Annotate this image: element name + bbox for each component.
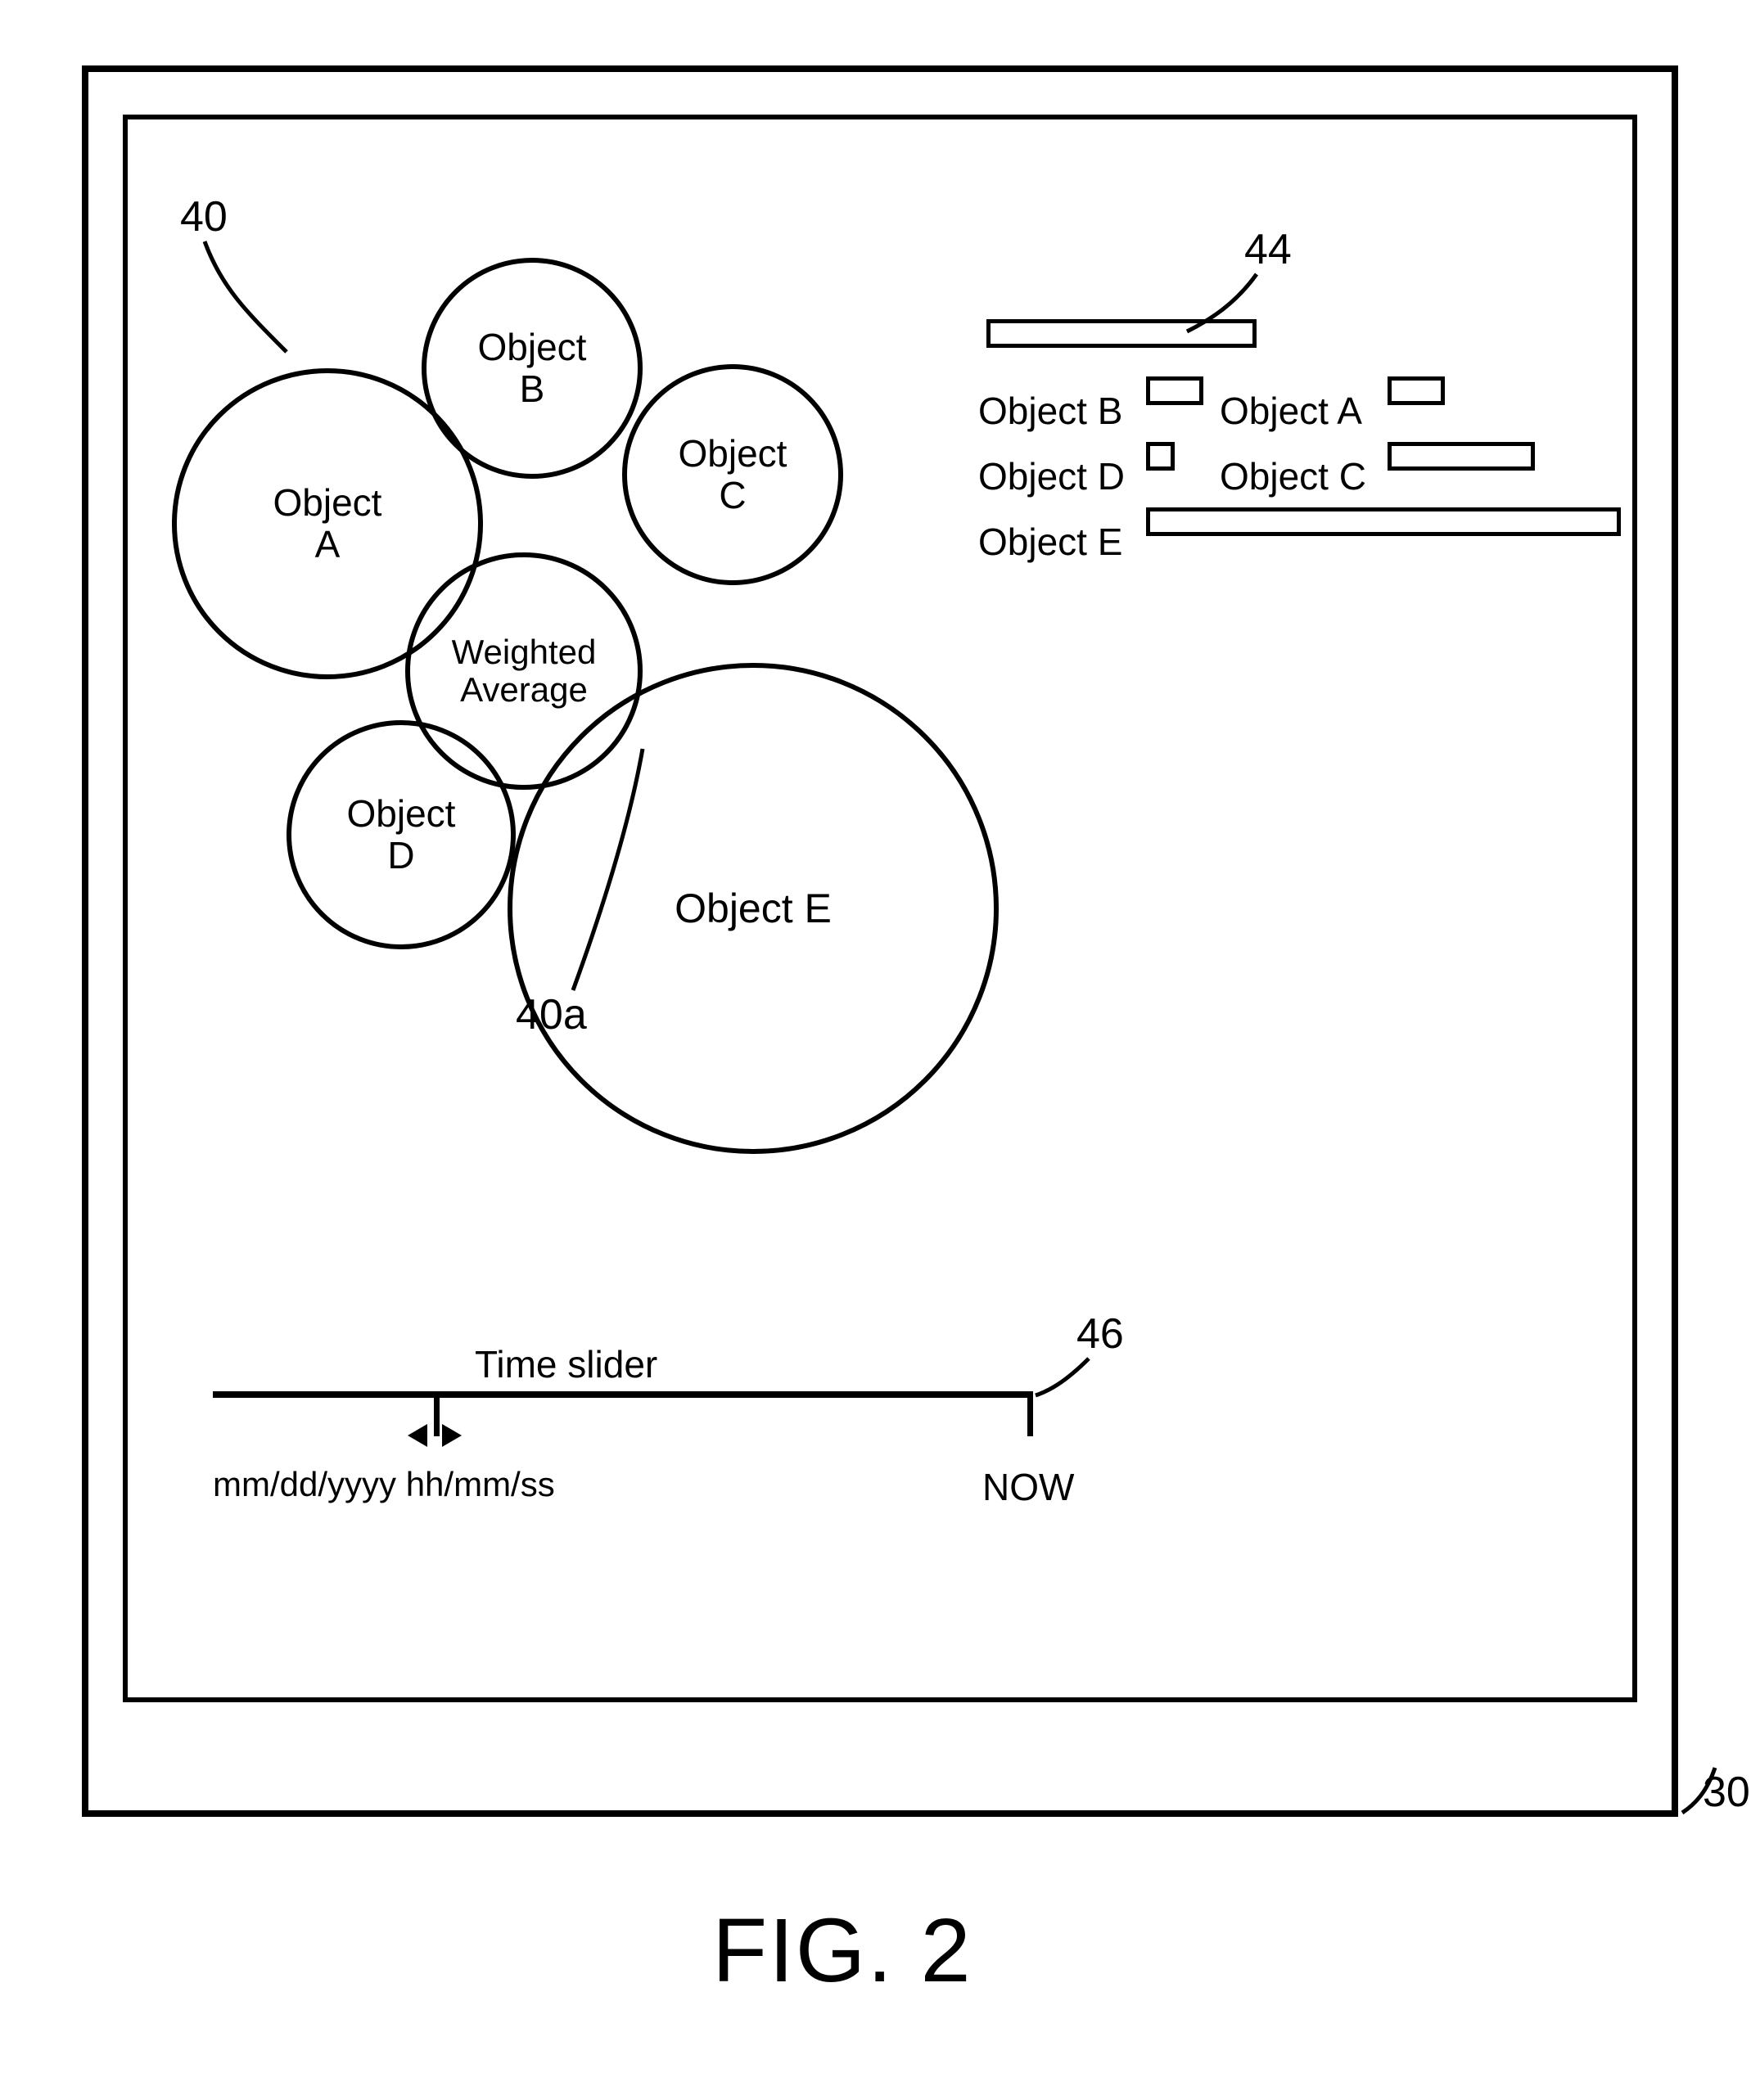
circle-object-c-label: Object C — [679, 433, 787, 516]
ref-46: 46 — [1076, 1309, 1124, 1359]
circle-object-d: Object D — [287, 720, 516, 949]
circle-object-c: Object C — [622, 364, 843, 585]
ref-30: 30 — [1703, 1768, 1750, 1817]
ref-40: 40 — [180, 192, 228, 241]
bar-label-a: Object A — [1220, 389, 1362, 433]
circle-object-e: Object E — [508, 663, 999, 1154]
circle-object-a-label: Object A — [273, 482, 382, 565]
bar-label-d: Object D — [978, 454, 1125, 498]
bar-label-e: Object E — [978, 520, 1122, 564]
ref-40a: 40a — [516, 990, 587, 1039]
ref-44: 44 — [1244, 225, 1292, 274]
circle-object-b: Object B — [422, 258, 643, 479]
bar-b — [1146, 376, 1203, 405]
figure-label: FIG. 2 — [712, 1899, 973, 2003]
slider-arrow-right-icon — [442, 1424, 462, 1447]
bar-label-b: Object B — [978, 389, 1122, 433]
slider-end-label: NOW — [982, 1465, 1074, 1509]
page: Object A Object B Object C Weighted Aver… — [0, 0, 1760, 2100]
slider-tick-end[interactable] — [1027, 1391, 1033, 1436]
circle-weighted-average-label: Weighted Average — [452, 633, 597, 709]
slider-track[interactable] — [213, 1391, 1031, 1398]
circle-object-d-label: Object D — [347, 793, 456, 876]
bar-header — [986, 319, 1257, 348]
bar-e — [1146, 507, 1621, 536]
slider-start-label: mm/dd/yyyy hh/mm/ss — [213, 1465, 555, 1504]
bar-label-c: Object C — [1220, 454, 1366, 498]
slider-arrow-left-icon — [408, 1424, 427, 1447]
circle-object-e-label: Object E — [675, 886, 832, 931]
bar-d — [1146, 442, 1175, 471]
circle-object-b-label: Object B — [478, 327, 587, 409]
slider-tick-start[interactable] — [434, 1391, 440, 1436]
bar-c — [1388, 442, 1535, 471]
bar-a — [1388, 376, 1445, 405]
slider-title: Time slider — [475, 1342, 657, 1386]
